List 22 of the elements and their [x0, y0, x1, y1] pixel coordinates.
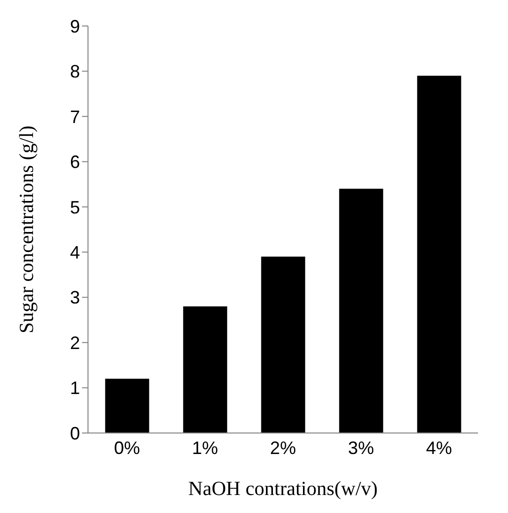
x-tick-label: 2% — [270, 438, 296, 458]
y-tick-label: 7 — [70, 106, 80, 127]
y-tick-label: 5 — [70, 197, 80, 218]
bar — [417, 76, 462, 433]
y-tick-label: 2 — [70, 332, 80, 353]
bar — [105, 378, 150, 433]
y-tick-label: 1 — [70, 378, 80, 398]
bar — [339, 188, 384, 433]
x-tick-label: 1% — [192, 438, 218, 458]
x-tick-label: 0% — [114, 438, 140, 458]
y-tick-label: 6 — [70, 152, 80, 172]
y-tick-label: 9 — [70, 16, 80, 36]
y-tick-label: 8 — [70, 62, 80, 82]
y-axis-title: Sugar concentrations (g/l) — [16, 126, 38, 334]
x-tick-label: 3% — [348, 438, 374, 458]
y-tick-label: 4 — [70, 242, 80, 262]
bar — [183, 306, 228, 433]
y-tick-label: 3 — [70, 288, 80, 308]
x-axis-title: NaOH contrations(w/v) — [188, 478, 378, 500]
y-tick-label: 0 — [70, 423, 80, 444]
x-tick-label: 4% — [426, 438, 452, 458]
bar — [261, 256, 306, 433]
